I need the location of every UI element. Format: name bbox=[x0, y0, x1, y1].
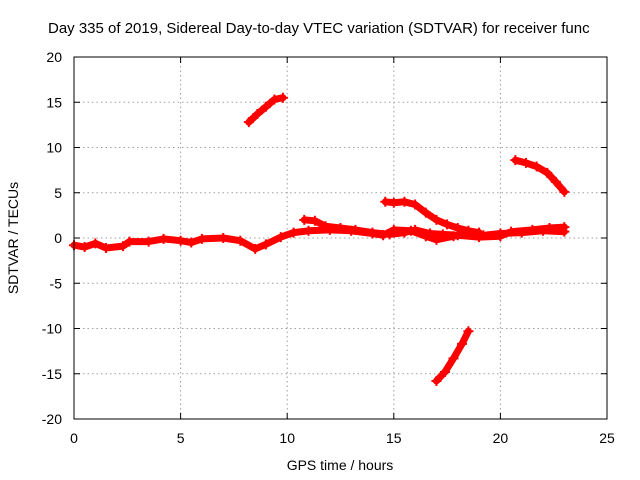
data-point bbox=[243, 117, 254, 128]
data-point bbox=[559, 222, 570, 233]
data-point bbox=[531, 161, 542, 172]
data-point bbox=[410, 199, 421, 210]
data-point bbox=[299, 214, 310, 225]
x-axis-label: GPS time / hours bbox=[287, 457, 394, 473]
data-point bbox=[118, 241, 129, 252]
data-point bbox=[520, 157, 531, 168]
series-line bbox=[381, 198, 483, 237]
data-point bbox=[384, 229, 395, 240]
chart-title: Day 335 of 2019, Sidereal Day-to-day VTE… bbox=[48, 20, 590, 37]
series-arc-4 bbox=[380, 196, 485, 238]
data-point bbox=[350, 224, 361, 235]
data-point bbox=[474, 227, 485, 238]
data-point bbox=[448, 353, 459, 364]
data-point bbox=[90, 238, 101, 249]
data-point bbox=[527, 224, 538, 235]
data-point bbox=[288, 227, 299, 238]
data-point bbox=[275, 232, 286, 243]
data-point bbox=[431, 375, 442, 386]
x-tick-label: 0 bbox=[70, 430, 78, 446]
data-point bbox=[335, 223, 346, 234]
y-tick-label: 20 bbox=[46, 49, 62, 65]
x-tick-label: 15 bbox=[386, 430, 402, 446]
data-point bbox=[410, 224, 421, 235]
data-point bbox=[79, 242, 90, 253]
series-arc-3 bbox=[243, 92, 288, 128]
y-tick-label: -10 bbox=[42, 321, 62, 337]
data-point bbox=[250, 243, 261, 254]
data-point bbox=[269, 94, 280, 105]
data-point bbox=[463, 326, 474, 337]
data-point bbox=[542, 167, 553, 178]
data-point bbox=[437, 229, 448, 240]
data-point bbox=[452, 223, 463, 234]
data-point bbox=[425, 228, 436, 239]
data-point bbox=[550, 176, 561, 187]
y-tick-label: 5 bbox=[54, 185, 62, 201]
data-point bbox=[439, 366, 450, 377]
data-point bbox=[442, 219, 453, 230]
data-point bbox=[175, 235, 186, 246]
data-point bbox=[380, 196, 391, 207]
data-point bbox=[277, 92, 288, 103]
data-point bbox=[506, 226, 517, 237]
data-point bbox=[303, 225, 314, 236]
data-point bbox=[320, 221, 331, 232]
axis-ticks: 0 5 10 15 20 25 -20 -15 -10 -5 0 5 10 15 20 bbox=[42, 49, 615, 446]
data-point bbox=[252, 109, 263, 120]
y-tick-label: 10 bbox=[46, 140, 62, 156]
data-point bbox=[399, 196, 410, 207]
data-point bbox=[143, 236, 154, 247]
y-tick-label: 15 bbox=[46, 94, 62, 110]
data-point bbox=[196, 233, 207, 244]
y-tick-label: -5 bbox=[50, 275, 63, 291]
data-point bbox=[367, 227, 378, 238]
x-tick-label: 10 bbox=[279, 430, 295, 446]
data-point bbox=[431, 214, 442, 225]
y-tick-label: -20 bbox=[42, 411, 62, 427]
data-point bbox=[510, 155, 521, 166]
data-point bbox=[235, 235, 246, 246]
data-point bbox=[186, 237, 197, 248]
data-point bbox=[388, 197, 399, 208]
data-point bbox=[559, 186, 570, 197]
x-tick-label: 20 bbox=[493, 430, 509, 446]
x-tick-label: 5 bbox=[177, 430, 185, 446]
y-tick-label: 0 bbox=[54, 230, 62, 246]
data-point bbox=[100, 242, 111, 253]
data-point bbox=[260, 239, 271, 250]
data-point bbox=[260, 101, 271, 112]
data-series bbox=[69, 92, 570, 386]
series-arc-2 bbox=[299, 214, 570, 243]
series-arc-6 bbox=[431, 326, 474, 386]
data-point bbox=[158, 233, 169, 244]
data-point bbox=[420, 207, 431, 218]
data-point bbox=[124, 236, 135, 247]
y-axis-label: SDTVAR / TECUs bbox=[5, 182, 21, 294]
y-tick-label: -15 bbox=[42, 366, 62, 382]
data-point bbox=[463, 225, 474, 236]
data-point bbox=[399, 227, 410, 238]
data-point bbox=[457, 338, 468, 349]
data-point bbox=[544, 223, 555, 234]
data-point bbox=[218, 233, 229, 243]
data-point bbox=[495, 231, 506, 242]
x-tick-label: 25 bbox=[599, 430, 615, 446]
series-arc-5 bbox=[510, 155, 570, 197]
data-point bbox=[309, 215, 320, 226]
